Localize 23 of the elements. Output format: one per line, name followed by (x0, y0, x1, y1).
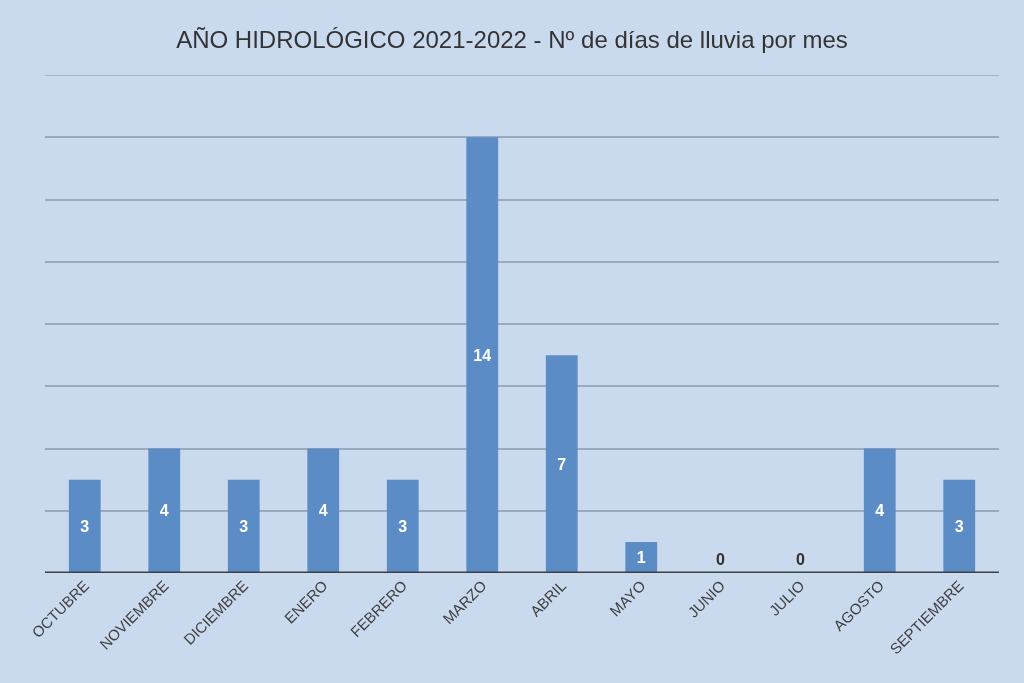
data-label: 1 (636, 548, 646, 566)
data-label: 3 (80, 517, 90, 535)
bar (545, 355, 578, 573)
bar (863, 448, 896, 573)
data-label: 4 (318, 502, 328, 520)
bar (625, 541, 658, 573)
data-label: 4 (159, 502, 169, 520)
data-label: 14 (473, 346, 492, 364)
bar (227, 479, 260, 573)
data-label: 0 (796, 551, 805, 568)
data-label: 4 (875, 502, 885, 520)
bar (466, 137, 499, 573)
bar (386, 479, 419, 573)
bar (307, 448, 340, 573)
bar (148, 448, 181, 573)
data-label: 3 (398, 517, 408, 535)
data-label: 3 (954, 517, 964, 535)
bar (943, 479, 976, 573)
chart-title: AÑO HIDROLÓGICO 2021-2022 - Nº de días de lluvia por mes (176, 25, 848, 53)
data-label: 7 (557, 455, 567, 473)
data-label: 0 (716, 551, 725, 568)
data-label: 3 (239, 517, 249, 535)
bar (68, 479, 101, 573)
